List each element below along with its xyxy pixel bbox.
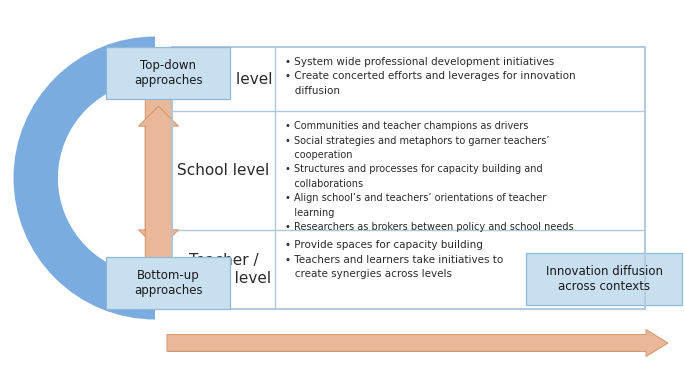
Text: System level: System level: [174, 72, 273, 87]
Circle shape: [14, 37, 297, 320]
FancyBboxPatch shape: [106, 47, 230, 99]
Text: Bottom-up
approaches: Bottom-up approaches: [134, 269, 202, 297]
FancyBboxPatch shape: [526, 253, 682, 305]
Bar: [172, 47, 645, 309]
Text: Teacher /
learner level: Teacher / learner level: [175, 254, 271, 286]
Text: • System wide professional development initiatives
• Create concerted efforts an: • System wide professional development i…: [285, 57, 575, 96]
FancyArrow shape: [138, 106, 179, 306]
Text: Innovation diffusion
across contexts: Innovation diffusion across contexts: [545, 265, 662, 293]
FancyArrow shape: [167, 330, 668, 356]
Text: • Provide spaces for capacity building
• Teachers and learners take initiatives : • Provide spaces for capacity building •…: [285, 240, 503, 279]
Circle shape: [59, 82, 251, 274]
Bar: [172, 47, 645, 309]
Text: • Communities and teacher champions as drivers
• Social strategies and metaphors: • Communities and teacher champions as d…: [285, 121, 573, 232]
FancyArrow shape: [138, 50, 179, 250]
FancyBboxPatch shape: [106, 257, 230, 309]
Text: Top-down
approaches: Top-down approaches: [134, 59, 202, 87]
Text: School level: School level: [177, 163, 270, 178]
